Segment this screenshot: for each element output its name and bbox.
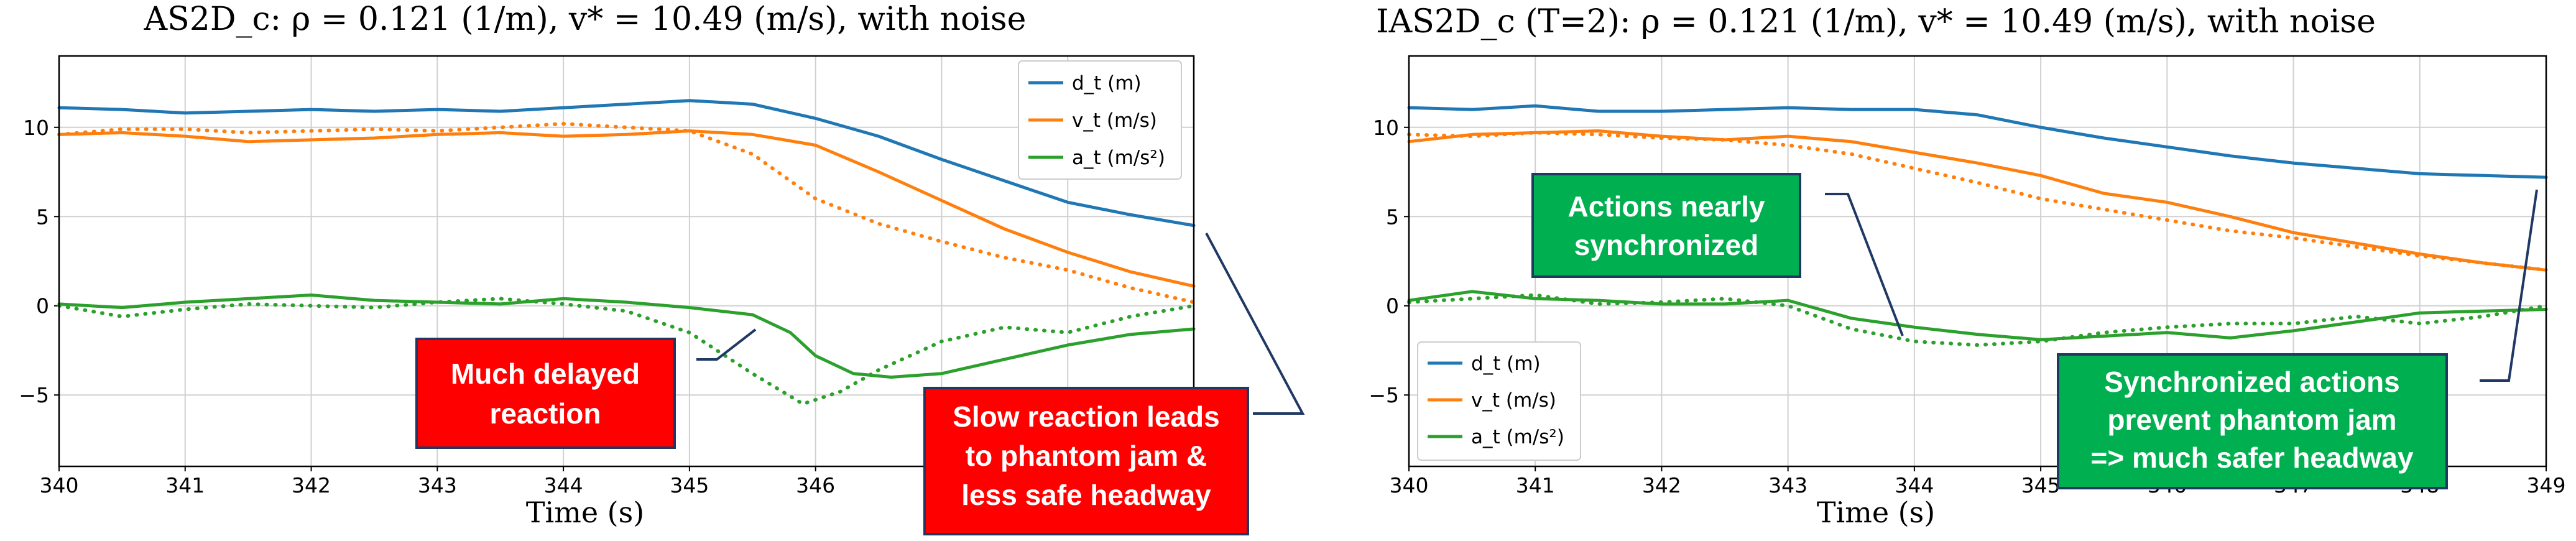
- left-callout-phantom-jam-line-1: Slow reaction leads: [953, 400, 1219, 433]
- left-xtick-label-341: 341: [165, 473, 205, 497]
- right-xtick-label-344: 344: [1895, 473, 1934, 497]
- right-callout-safer-headway-line-3: => much safer headway: [2090, 442, 2413, 474]
- right-xtick-label-342: 342: [1642, 473, 1681, 497]
- right-callout-synchronized-box: [1531, 173, 1801, 278]
- right-chart: IAS2D_c (T=2): ρ = 0.121 (1/m), v* = 10.…: [1369, 3, 2565, 529]
- right-ytick-label--5: −5: [1369, 383, 1399, 407]
- right-callout-safer-headway-box: [2057, 353, 2448, 489]
- left-legend-box: [1018, 60, 1182, 180]
- left-series-velocity-line: [57, 129, 1196, 288]
- left-xtick-label-343: 343: [418, 473, 457, 497]
- right-callout-safer-headway: Synchronized actions prevent phantom jam…: [2057, 189, 2538, 489]
- left-callout-phantom-jam-line-3: less safe headway: [961, 479, 1211, 511]
- right-legend-label-acceleration: a_t (m/s²): [1471, 426, 1564, 448]
- left-callout-delayed-line-1: Much delayed: [451, 358, 640, 390]
- left-xtick-label-345: 345: [670, 473, 709, 497]
- left-legend-label-velocity: v_t (m/s): [1072, 109, 1157, 132]
- left-series-velocity-leader-line: [57, 122, 1196, 304]
- left-x-axis-label: Time (s): [526, 496, 644, 529]
- right-callout-safer-headway-line-2: prevent phantom jam: [2107, 404, 2396, 436]
- left-ytick-label--5: −5: [19, 383, 49, 407]
- right-xtick-label-349: 349: [2527, 473, 2566, 497]
- left-series-distance-line: [57, 99, 1196, 228]
- right-ytick-label-10: 10: [1373, 116, 1399, 140]
- left-series-acceleration-leader-line: [57, 297, 1196, 406]
- right-axes-frame: [1408, 55, 2547, 468]
- left-ytick-label-10: 10: [23, 116, 49, 140]
- right-callout-synchronized-line-1: Actions nearly: [1568, 190, 1765, 223]
- right-xtick-label-345: 345: [2021, 473, 2061, 497]
- right-xtick-label-340: 340: [1390, 473, 1429, 497]
- left-xtick-label-340: 340: [40, 473, 79, 497]
- left-legend-label-acceleration: a_t (m/s²): [1072, 147, 1165, 169]
- right-callout-safer-headway-line-1: Synchronized actions: [2104, 366, 2399, 398]
- right-legend-label-velocity: v_t (m/s): [1471, 389, 1556, 412]
- left-chart-title: AS2D_c: ρ = 0.121 (1/m), v* = 10.49 (m/s…: [144, 1, 1027, 38]
- left-ytick-label-5: 5: [36, 205, 49, 229]
- left-xtick-label-342: 342: [292, 473, 331, 497]
- left-callout-delayed-box: [415, 338, 676, 449]
- left-callout-phantom-jam: Slow reaction leads to phantom jam & les…: [923, 233, 1305, 535]
- right-callout-synchronized-line-2: synchronized: [1574, 229, 1759, 261]
- right-legend-label-distance: d_t (m): [1471, 353, 1541, 375]
- left-series-acceleration-line: [57, 294, 1196, 379]
- left-xtick-label-344: 344: [544, 473, 583, 497]
- right-ytick-label-5: 5: [1386, 205, 1399, 229]
- right-plot-area: 3403413423433443453463473483491050−5: [1369, 55, 2566, 497]
- left-xtick-label-346: 346: [796, 473, 835, 497]
- left-legend: d_t (m) v_t (m/s) a_t (m/s²): [1018, 60, 1182, 180]
- right-xtick-label-341: 341: [1516, 473, 1555, 497]
- right-xtick-label-343: 343: [1768, 473, 1807, 497]
- left-callout-delayed-pointer: [696, 328, 757, 361]
- right-legend: d_t (m) v_t (m/s) a_t (m/s²): [1417, 341, 1581, 461]
- right-callout-synchronized: Actions nearly synchronized: [1531, 173, 1904, 336]
- left-callout-delayed: Much delayed reaction: [415, 328, 757, 449]
- right-series-acceleration-leader-line: [1407, 293, 2548, 347]
- left-legend-label-distance: d_t (m): [1072, 72, 1142, 95]
- right-series-acceleration-line: [1407, 290, 2548, 341]
- left-ytick-label-0: 0: [36, 294, 49, 318]
- right-series-distance-line: [1407, 104, 2548, 179]
- right-callout-synchronized-pointer: [1825, 193, 1904, 336]
- right-series-velocity-leader-line: [1407, 131, 2548, 272]
- right-legend-box: [1417, 341, 1581, 461]
- left-callout-phantom-jam-box: [923, 387, 1249, 535]
- left-callout-delayed-line-2: reaction: [490, 397, 601, 430]
- right-callout-safer-headway-pointer: [2480, 189, 2538, 382]
- right-x-axis-label: Time (s): [1817, 496, 1935, 529]
- right-ytick-label-0: 0: [1386, 294, 1399, 318]
- left-axes-frame: [58, 55, 1195, 468]
- right-chart-title: IAS2D_c (T=2): ρ = 0.121 (1/m), v* = 10.…: [1376, 3, 2376, 40]
- left-callout-phantom-jam-line-2: to phantom jam &: [966, 440, 1207, 472]
- left-callout-phantom-jam-pointer: [1205, 233, 1305, 415]
- left-chart: AS2D_c: ρ = 0.121 (1/m), v* = 10.49 (m/s…: [19, 1, 1305, 535]
- right-series-velocity-line: [1407, 129, 2548, 272]
